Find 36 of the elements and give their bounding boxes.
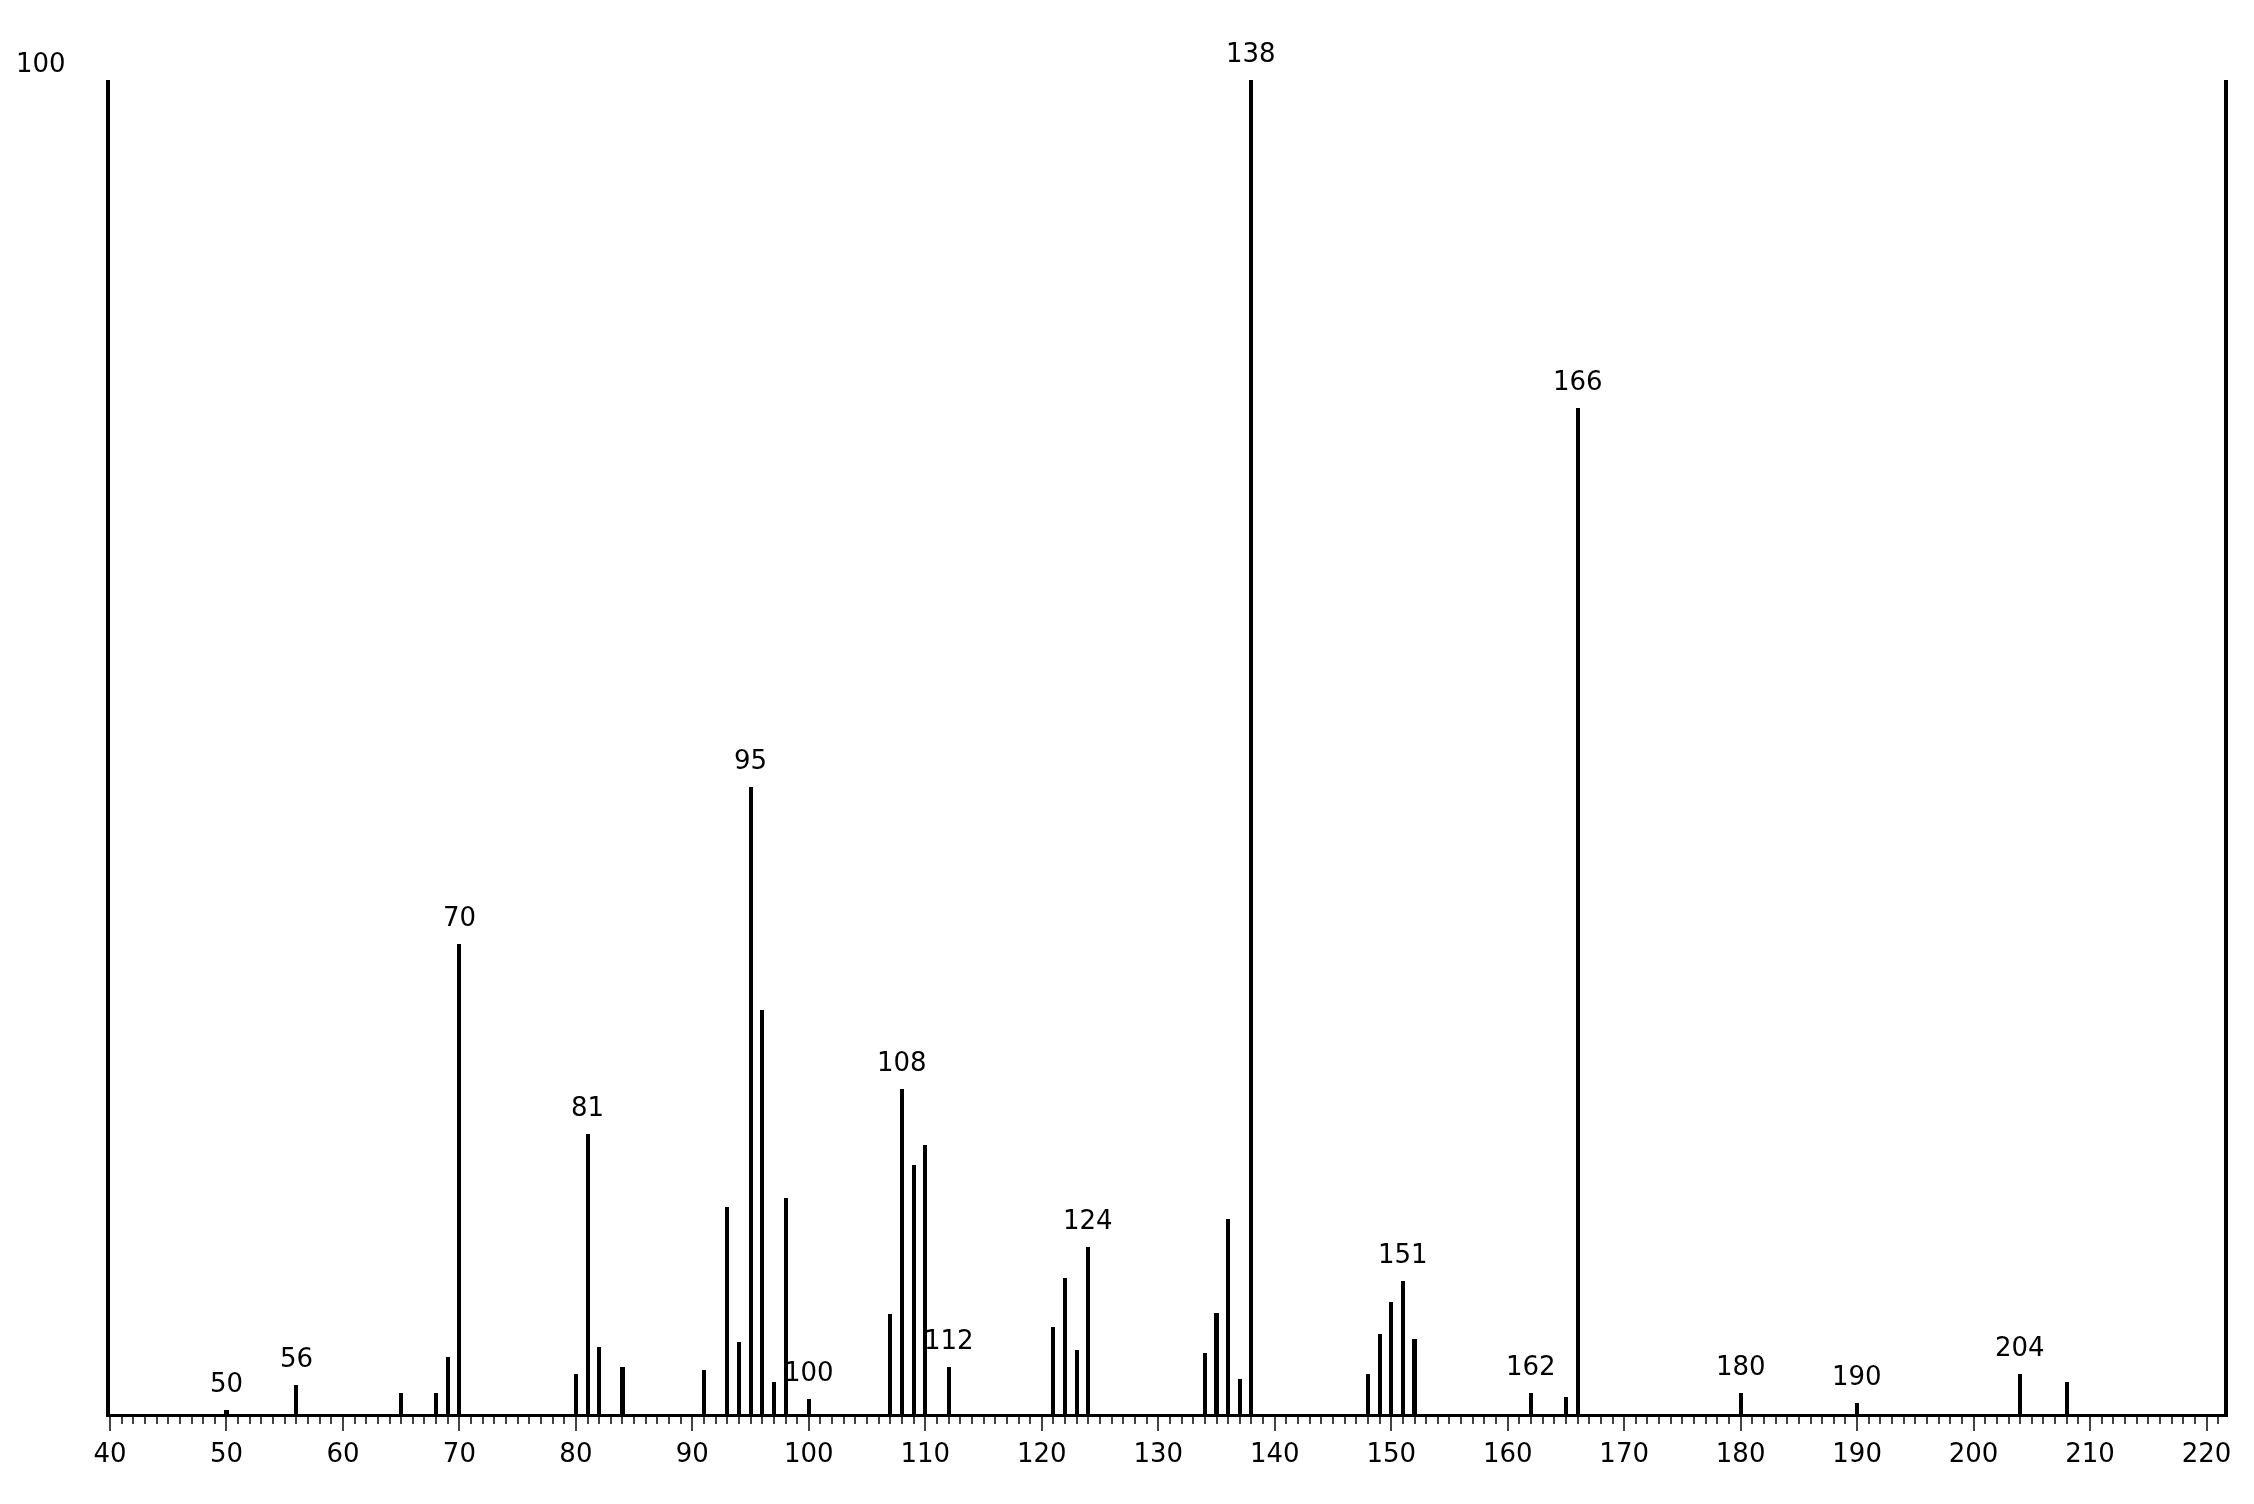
x-tick-label: 210 xyxy=(2065,1438,2115,1469)
x-tick-label: 130 xyxy=(1133,1438,1184,1469)
x-tick-label: 50 xyxy=(209,1438,244,1469)
x-tick-label: 200 xyxy=(1948,1438,1999,1469)
x-tick-label: 160 xyxy=(1482,1438,1533,1469)
annotation: 180 xyxy=(1716,1351,1766,1381)
annotation: 95 xyxy=(734,745,768,775)
x-tick-label: 90 xyxy=(675,1438,709,1469)
x-tick-label: 170 xyxy=(1599,1438,1649,1469)
x-tick-label: 150 xyxy=(1366,1438,1417,1469)
x-tick-label: 190 xyxy=(1832,1438,1882,1469)
annotation: 56 xyxy=(280,1343,314,1373)
annotation: 124 xyxy=(1063,1205,1113,1235)
annotation: 190 xyxy=(1832,1361,1882,1391)
annotation: 204 xyxy=(1995,1332,2045,1362)
text: 100 xyxy=(16,48,66,78)
annotation: 151 xyxy=(1378,1239,1428,1269)
x-tick-label: 40 xyxy=(93,1438,127,1469)
x-tick-label: 220 xyxy=(2181,1438,2232,1469)
x-tick-label: 140 xyxy=(1249,1438,1300,1469)
annotation: 50 xyxy=(210,1368,244,1398)
x-tick-label: 180 xyxy=(1715,1438,1766,1469)
annotation: 162 xyxy=(1506,1351,1556,1381)
x-tick-label: 60 xyxy=(326,1438,360,1469)
annotation: 108 xyxy=(877,1047,927,1077)
x-tick-label: 80 xyxy=(559,1438,593,1469)
annotation: 166 xyxy=(1553,366,1603,396)
annotation: 70 xyxy=(443,902,477,932)
x-tick-label: 120 xyxy=(1016,1438,1067,1469)
annotation: 112 xyxy=(924,1325,974,1355)
annotation: 138 xyxy=(1226,38,1276,68)
x-tick-label: 110 xyxy=(900,1438,951,1469)
x-tick-label: 100 xyxy=(784,1438,834,1469)
x-tick-label: 70 xyxy=(442,1438,476,1469)
annotation: 100 xyxy=(784,1357,834,1387)
annotation: 81 xyxy=(571,1092,605,1122)
